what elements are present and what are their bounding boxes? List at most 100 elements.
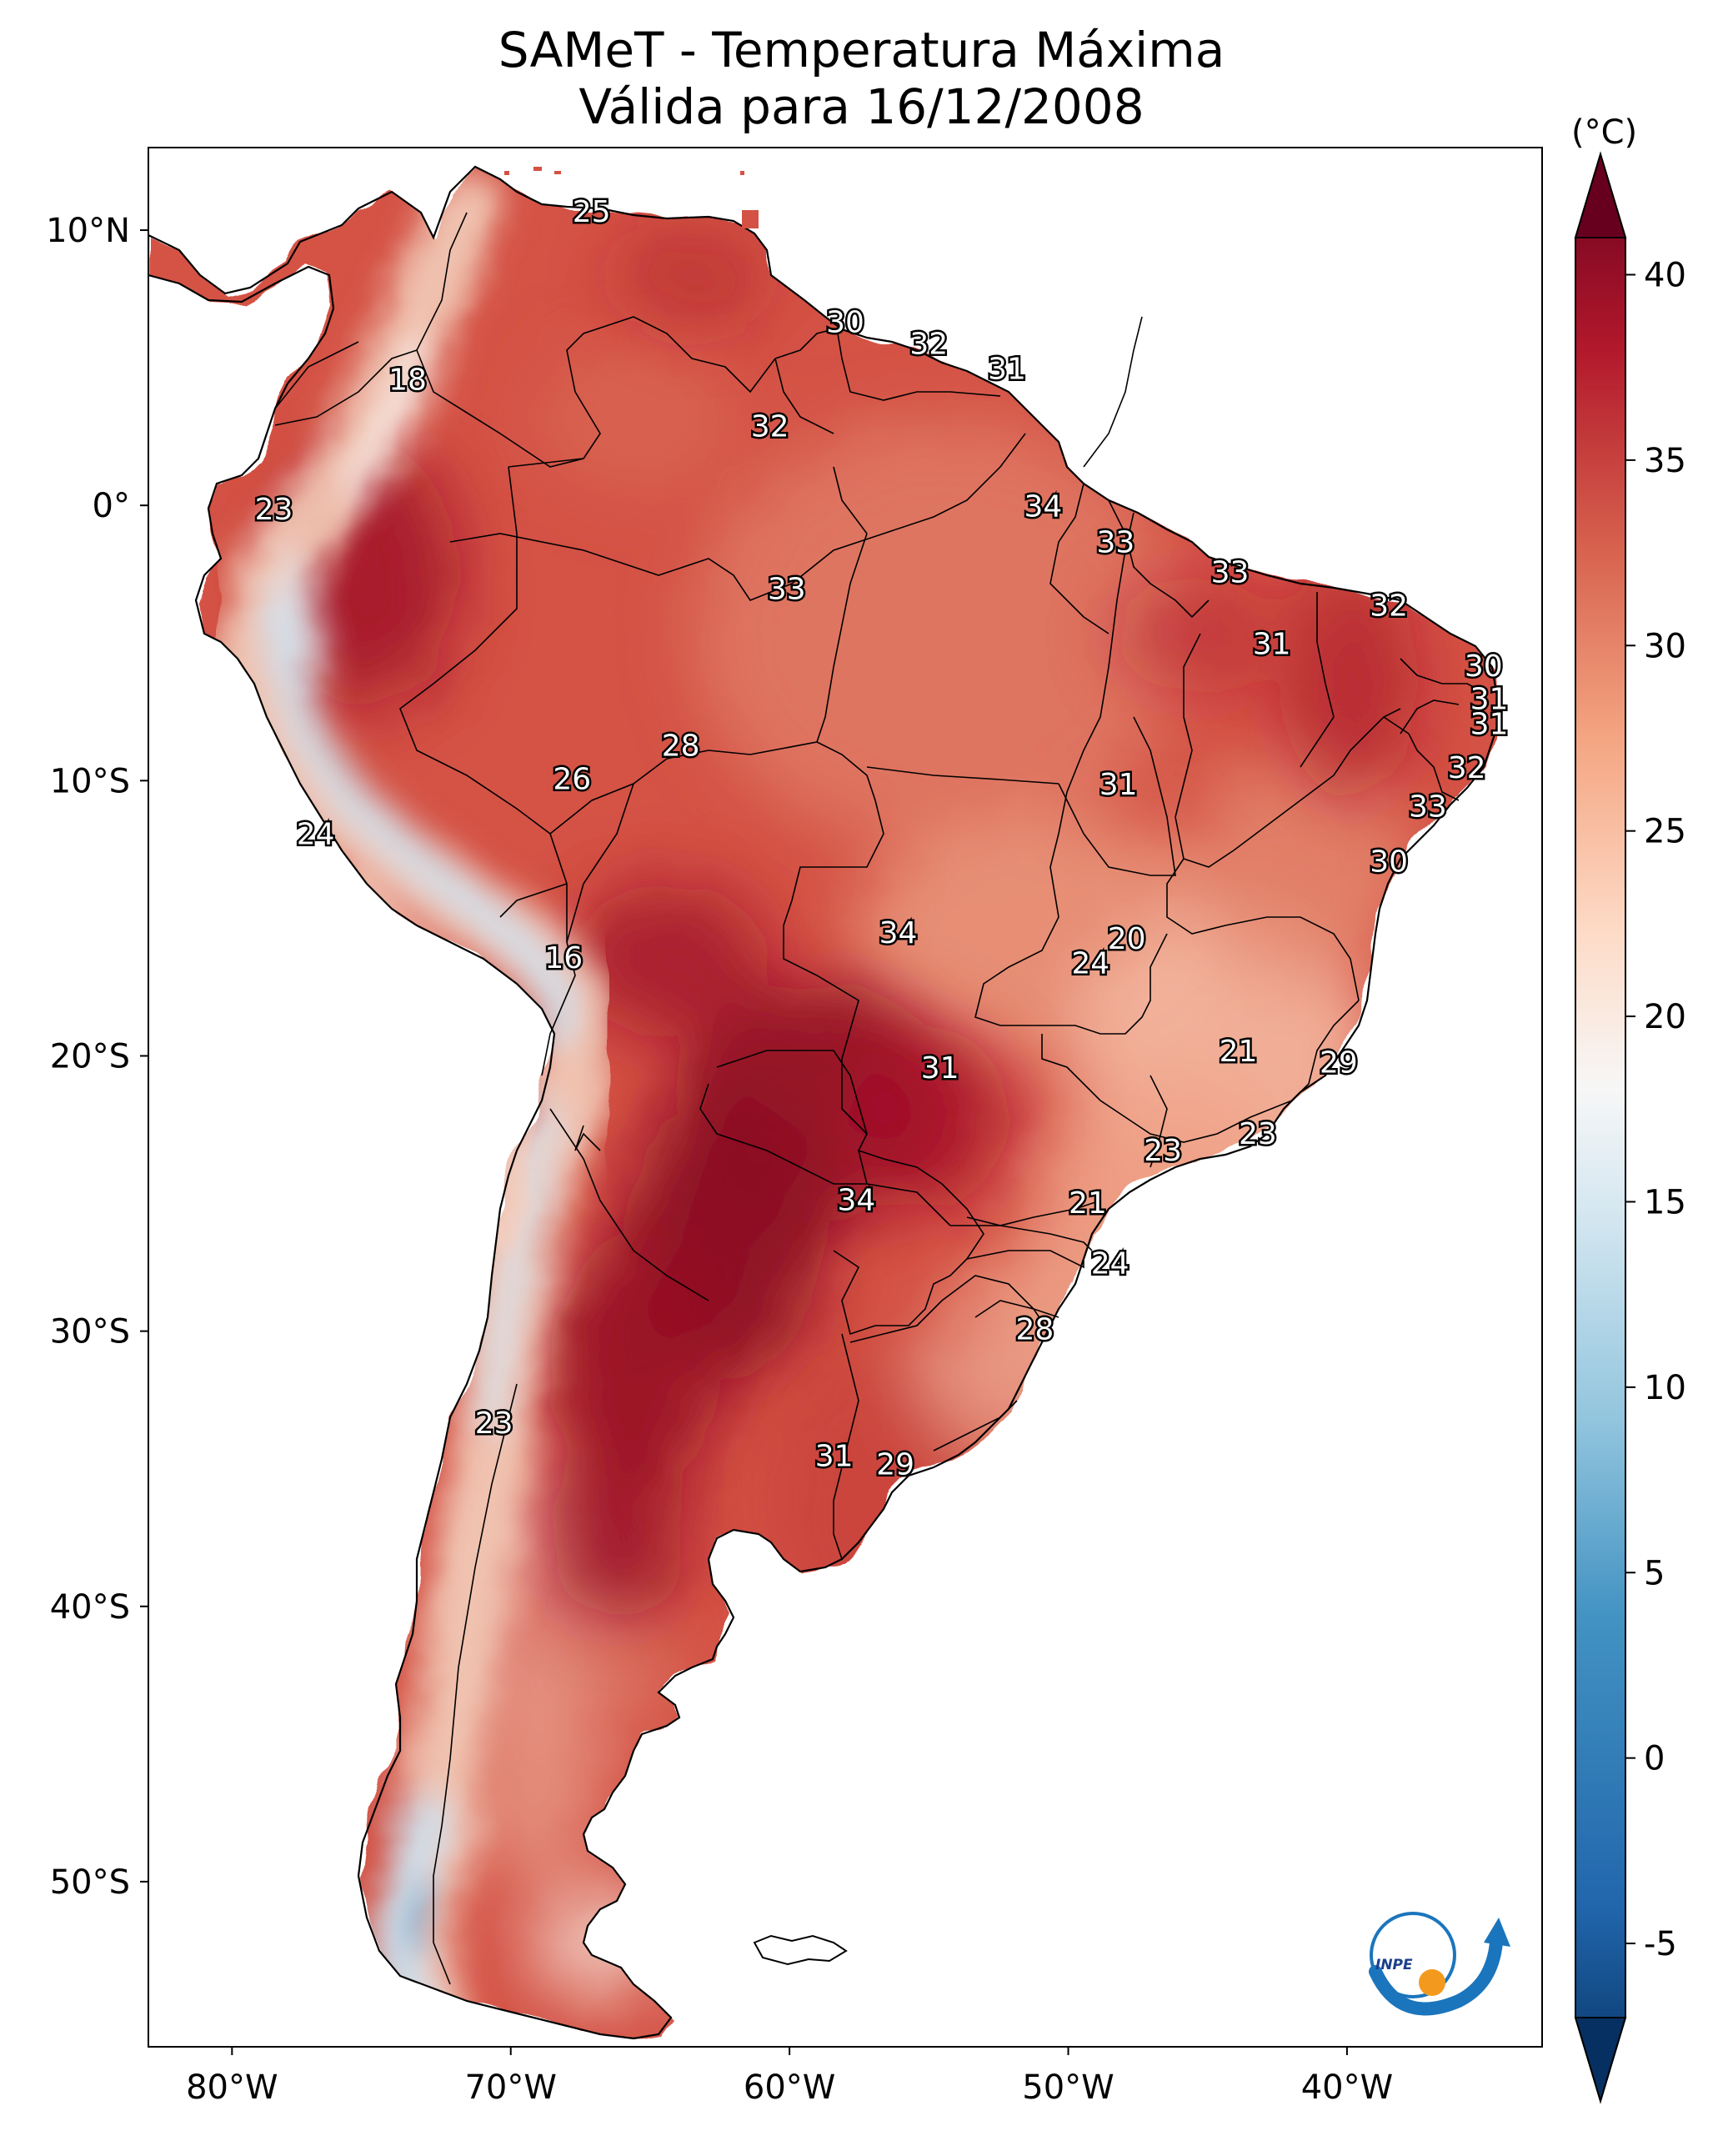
temperature-label: 30 — [826, 305, 864, 339]
border-line — [549, 1108, 709, 1301]
temperature-label: 24 — [297, 817, 335, 851]
border-line — [699, 1050, 869, 1185]
border-line — [974, 833, 1168, 1035]
temperature-label: 31 — [988, 352, 1026, 386]
temperature-label: 33 — [1409, 790, 1447, 824]
colorbar-scale — [1575, 151, 1626, 2104]
map-subtitle: Válida para 16/12/2008 — [579, 78, 1144, 135]
temperature-label: 21 — [1069, 1186, 1107, 1221]
temperature-label: 31 — [1470, 707, 1509, 741]
border-line — [950, 1225, 1093, 1251]
border-line — [1166, 858, 1360, 1001]
temperature-label: 23 — [255, 493, 293, 527]
colorbar: (°C) 40 35 30 25 20 15 10 5 0 -5 — [1571, 113, 1686, 2104]
coastline — [148, 165, 1502, 2040]
temperature-label: 34 — [837, 1184, 875, 1218]
lon-tick-label: 80°W — [186, 2068, 278, 2107]
border-line — [449, 433, 1026, 601]
colorbar-unit-label: (°C) — [1571, 113, 1637, 152]
border-line — [1108, 499, 1210, 619]
temperature-label: 33 — [1211, 556, 1250, 590]
border-line — [866, 1183, 951, 1226]
lat-tick-label: 50°S — [50, 1863, 130, 1902]
border-line — [837, 333, 1001, 401]
border-line — [1383, 716, 1460, 801]
temperature-label: 34 — [1024, 490, 1062, 524]
arrow-icon — [1369, 1936, 1503, 2016]
temperature-label: 24 — [1091, 1246, 1129, 1281]
temperature-label: 28 — [1015, 1313, 1054, 1347]
lon-tick-label: 50°W — [1022, 2068, 1114, 2107]
temperature-label: 31 — [815, 1440, 854, 1474]
border-line — [966, 1250, 1084, 1269]
colorbar-min-arrow — [1574, 2017, 1627, 2104]
temperature-label: 16 — [544, 941, 583, 975]
colorbar-tick-label: 35 — [1644, 442, 1686, 480]
border-line — [866, 766, 1059, 785]
colorbar-tick-label: 40 — [1644, 256, 1686, 294]
temperature-label: 25 — [573, 195, 611, 229]
border-line — [1400, 699, 1460, 735]
border-line — [416, 212, 834, 468]
colorbar-tick-label: 0 — [1644, 1740, 1665, 1778]
border-line — [774, 358, 834, 434]
lat-tick-label: 10°S — [50, 762, 130, 800]
inpe-logo-text: INPE — [1375, 1957, 1413, 1973]
temperature-label: 32 — [909, 328, 948, 362]
temperature-label: 23 — [1239, 1117, 1277, 1151]
border-line — [1083, 316, 1143, 468]
border-line — [1058, 512, 1134, 835]
temperature-label: 23 — [1144, 1134, 1182, 1168]
colorbar-tick-label: 15 — [1644, 1183, 1686, 1221]
temperature-label: 24 — [1071, 947, 1109, 981]
temperature-label: 31 — [1099, 768, 1138, 802]
temperature-label: 30 — [1370, 845, 1408, 879]
border-line — [833, 1150, 984, 1336]
temperature-label: 33 — [1096, 525, 1134, 559]
lat-tick-label: 0° — [93, 487, 130, 525]
border-line — [1058, 716, 1176, 876]
lon-tick-label: 40°W — [1301, 2068, 1393, 2107]
temperature-label: 23 — [475, 1406, 513, 1441]
colorbar-tick-label: -5 — [1644, 1925, 1677, 1963]
border-line — [274, 341, 359, 409]
border-line — [399, 466, 751, 835]
border-line — [849, 1275, 1051, 1343]
border-line — [574, 1125, 601, 1151]
border-line — [816, 533, 868, 743]
sun-icon — [1419, 1969, 1445, 1996]
falkland-islands — [753, 1934, 848, 1966]
border-line — [274, 349, 418, 426]
map-title: SAMeT - Temperatura Máxima — [498, 22, 1225, 78]
border-line — [566, 783, 634, 943]
border-line — [966, 1200, 1101, 1226]
country-borders — [274, 212, 1485, 1985]
border-line — [1175, 633, 1401, 868]
temperature-label: 31 — [1253, 628, 1291, 662]
coastal-islets — [504, 167, 759, 228]
temperature-label: 29 — [876, 1447, 914, 1482]
colorbar-ticks: 40 35 30 25 20 15 10 5 0 -5 — [1625, 256, 1686, 1963]
temperature-label: 32 — [1448, 751, 1486, 785]
colorbar-tick-label: 30 — [1644, 627, 1686, 665]
temperature-label: 29 — [1320, 1045, 1358, 1080]
temperature-label: 26 — [553, 762, 591, 796]
lat-tick-label: 40°S — [50, 1588, 130, 1627]
temperature-label: 30 — [1465, 649, 1503, 684]
temperature-label: 32 — [751, 410, 789, 444]
map-frame — [148, 147, 1543, 2048]
temperature-label: 28 — [662, 730, 700, 764]
lon-tick-label: 60°W — [744, 2068, 835, 2107]
border-line — [433, 1383, 518, 1985]
lon-tick-label: 70°W — [464, 2068, 556, 2107]
temperature-field — [148, 167, 1500, 2038]
temperature-label: 18 — [388, 364, 427, 398]
border-line — [833, 1333, 859, 1561]
border-line — [749, 741, 884, 1135]
colorbar-tick-label: 5 — [1644, 1554, 1665, 1592]
border-line — [1300, 592, 1335, 768]
border-line — [974, 1300, 1059, 1318]
